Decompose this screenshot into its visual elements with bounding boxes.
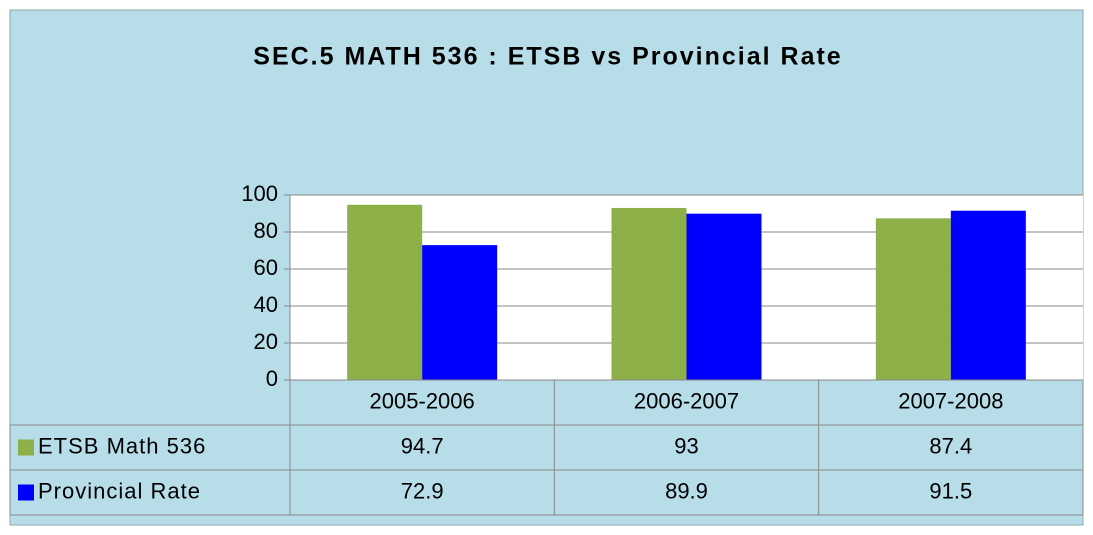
bar	[347, 204, 423, 380]
table-value: 89.9	[665, 478, 708, 503]
bar	[686, 213, 762, 380]
table-value: 93	[674, 433, 698, 458]
table-value: 91.5	[929, 478, 972, 503]
chart-title: SEC.5 MATH 536 : ETSB vs Provincial Rate	[253, 43, 842, 71]
y-tick-label: 20	[254, 329, 278, 354]
legend-label: ETSB Math 536	[38, 433, 206, 458]
legend-swatch	[18, 439, 34, 456]
legend-label: Provincial Rate	[38, 478, 201, 503]
table-value: 94.7	[401, 433, 444, 458]
table-value: 72.9	[401, 478, 444, 503]
y-tick-label: 100	[241, 181, 278, 206]
y-tick-label: 40	[254, 292, 278, 317]
x-tick-label: 2007-2008	[898, 388, 1003, 413]
bar	[875, 218, 951, 380]
legend-swatch	[18, 484, 34, 501]
y-tick-label: 0	[266, 366, 278, 391]
y-tick-label: 80	[254, 218, 278, 243]
bar	[422, 245, 498, 380]
x-tick-label: 2005-2006	[370, 388, 475, 413]
y-tick-label: 60	[254, 255, 278, 280]
table-value: 87.4	[929, 433, 972, 458]
bar	[611, 207, 687, 380]
bar	[950, 210, 1026, 380]
x-tick-label: 2006-2007	[634, 388, 739, 413]
